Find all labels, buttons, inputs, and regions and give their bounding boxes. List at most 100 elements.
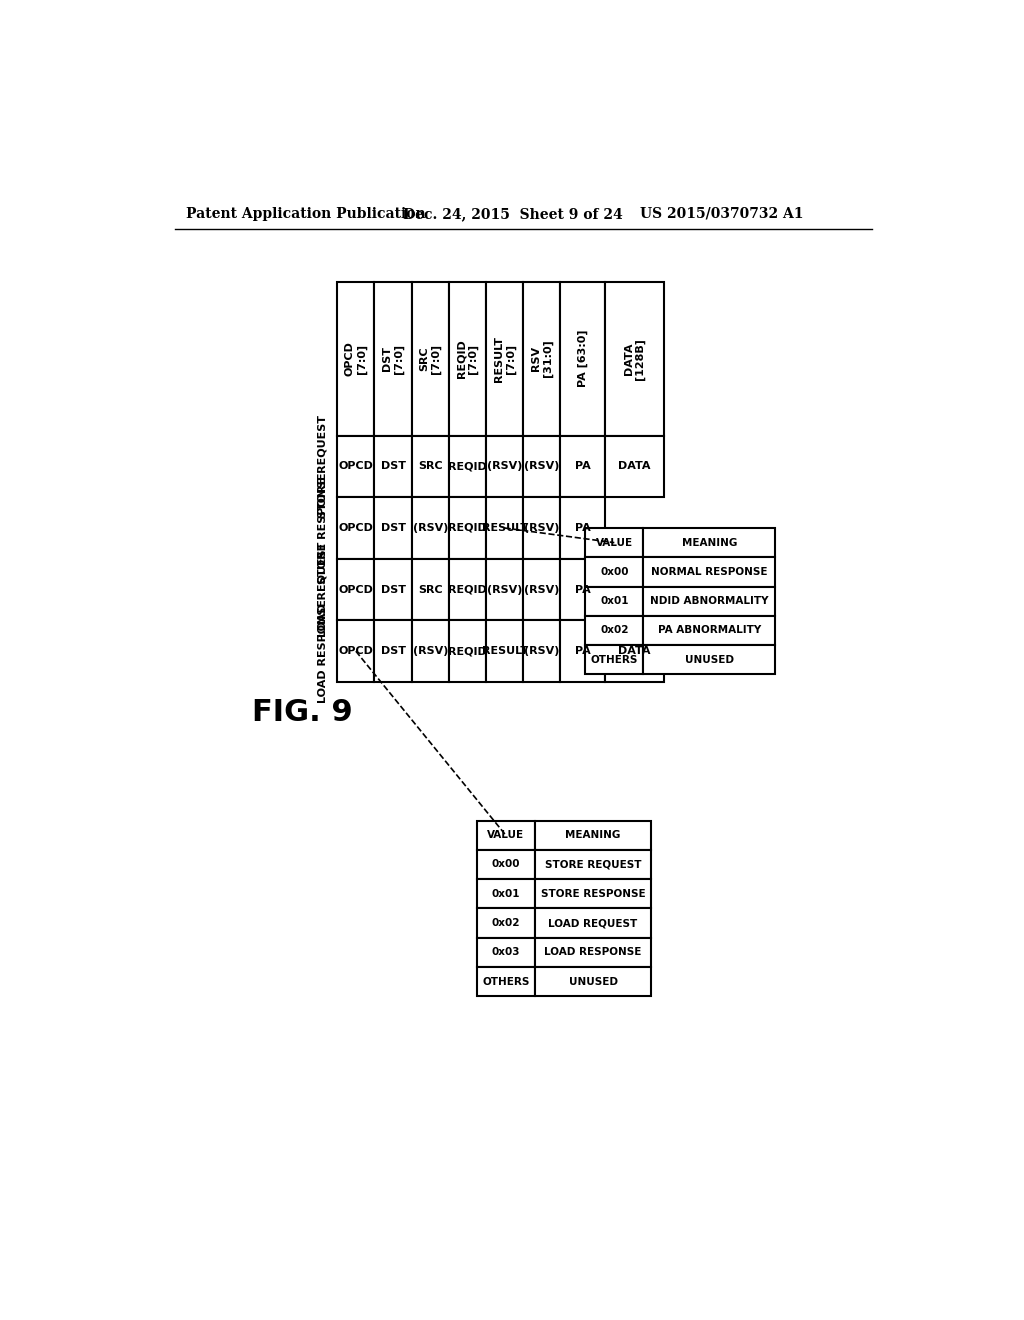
- Text: DATA: DATA: [618, 647, 650, 656]
- Bar: [375, 558, 412, 620]
- Bar: [535, 879, 651, 908]
- Text: PA: PA: [575, 647, 591, 656]
- Text: REQID: REQID: [449, 585, 486, 594]
- Text: Dec. 24, 2015  Sheet 9 of 24: Dec. 24, 2015 Sheet 9 of 24: [403, 207, 623, 220]
- Text: LOAD REQUEST: LOAD REQUEST: [317, 543, 328, 638]
- Bar: [449, 281, 486, 436]
- Bar: [375, 436, 412, 498]
- Bar: [535, 966, 651, 997]
- Text: OPCD: OPCD: [338, 647, 374, 656]
- Text: 0x02: 0x02: [600, 626, 629, 635]
- Bar: [449, 498, 486, 558]
- Text: VALUE: VALUE: [596, 537, 633, 548]
- Bar: [477, 821, 535, 850]
- Bar: [449, 436, 486, 498]
- Text: STORE REQUEST: STORE REQUEST: [317, 414, 328, 517]
- Text: PA: PA: [575, 462, 591, 471]
- Bar: [477, 966, 535, 997]
- Bar: [643, 557, 775, 586]
- Bar: [560, 498, 605, 558]
- Text: UNUSED: UNUSED: [685, 655, 734, 665]
- Bar: [412, 498, 449, 558]
- Text: FIG. 9: FIG. 9: [252, 698, 352, 727]
- Text: 0x03: 0x03: [492, 948, 520, 957]
- Bar: [412, 558, 449, 620]
- Text: OTHERS: OTHERS: [482, 977, 529, 986]
- Text: DST
[7:0]: DST [7:0]: [382, 343, 404, 374]
- Bar: [535, 821, 651, 850]
- Text: STORE REQUEST: STORE REQUEST: [545, 859, 641, 870]
- Text: DATA: DATA: [618, 462, 650, 471]
- Text: LOAD RESPONSE: LOAD RESPONSE: [317, 599, 328, 704]
- Text: (RSV): (RSV): [487, 585, 522, 594]
- Bar: [535, 908, 651, 937]
- Text: (RSV): (RSV): [524, 585, 559, 594]
- Bar: [586, 557, 643, 586]
- Bar: [535, 937, 651, 966]
- Text: LOAD REQUEST: LOAD REQUEST: [549, 917, 638, 928]
- Text: DST: DST: [381, 523, 406, 533]
- Bar: [412, 281, 449, 436]
- Text: STORE RESPONSE: STORE RESPONSE: [541, 888, 645, 899]
- Bar: [605, 436, 664, 498]
- Text: OPCD: OPCD: [338, 523, 374, 533]
- Bar: [523, 558, 560, 620]
- Text: REQID: REQID: [449, 523, 486, 533]
- Text: DST: DST: [381, 647, 406, 656]
- Bar: [375, 281, 412, 436]
- Bar: [477, 937, 535, 966]
- Text: US 2015/0370732 A1: US 2015/0370732 A1: [640, 207, 803, 220]
- Text: REQID: REQID: [449, 462, 486, 471]
- Text: PA: PA: [575, 523, 591, 533]
- Bar: [560, 620, 605, 682]
- Bar: [375, 498, 412, 558]
- Bar: [523, 436, 560, 498]
- Text: 0x00: 0x00: [600, 566, 629, 577]
- Text: RESULT: RESULT: [481, 523, 527, 533]
- Bar: [412, 436, 449, 498]
- Bar: [586, 528, 643, 557]
- Text: PA [63:0]: PA [63:0]: [578, 330, 588, 387]
- Text: (RSV): (RSV): [524, 647, 559, 656]
- Text: OPCD: OPCD: [338, 462, 374, 471]
- Bar: [477, 908, 535, 937]
- Bar: [605, 281, 664, 436]
- Bar: [449, 558, 486, 620]
- Text: (RSV): (RSV): [524, 462, 559, 471]
- Text: OPCD
[7:0]: OPCD [7:0]: [345, 341, 367, 376]
- Bar: [560, 281, 605, 436]
- Bar: [560, 436, 605, 498]
- Text: PA: PA: [575, 585, 591, 594]
- Bar: [337, 436, 375, 498]
- Text: RSV
[31:0]: RSV [31:0]: [530, 339, 553, 378]
- Bar: [586, 615, 643, 645]
- Text: VALUE: VALUE: [487, 830, 524, 841]
- Bar: [523, 281, 560, 436]
- Text: 0x00: 0x00: [492, 859, 520, 870]
- Text: NORMAL RESPONSE: NORMAL RESPONSE: [651, 566, 768, 577]
- Text: UNUSED: UNUSED: [568, 977, 617, 986]
- Bar: [643, 586, 775, 615]
- Text: REQID
[7:0]: REQID [7:0]: [457, 339, 478, 378]
- Bar: [412, 620, 449, 682]
- Text: RESULT
[7:0]: RESULT [7:0]: [494, 335, 515, 381]
- Bar: [337, 558, 375, 620]
- Text: MEANING: MEANING: [565, 830, 621, 841]
- Text: (RSV): (RSV): [413, 523, 447, 533]
- Text: MEANING: MEANING: [682, 537, 737, 548]
- Bar: [643, 528, 775, 557]
- Text: (RSV): (RSV): [413, 647, 447, 656]
- Bar: [337, 620, 375, 682]
- Bar: [477, 879, 535, 908]
- Bar: [560, 558, 605, 620]
- Bar: [486, 436, 523, 498]
- Bar: [449, 620, 486, 682]
- Bar: [586, 586, 643, 615]
- Text: 0x01: 0x01: [600, 597, 629, 606]
- Text: SRC: SRC: [418, 585, 442, 594]
- Bar: [643, 615, 775, 645]
- Text: REQID: REQID: [449, 647, 486, 656]
- Text: (RSV): (RSV): [524, 523, 559, 533]
- Bar: [486, 498, 523, 558]
- Text: OTHERS: OTHERS: [591, 655, 638, 665]
